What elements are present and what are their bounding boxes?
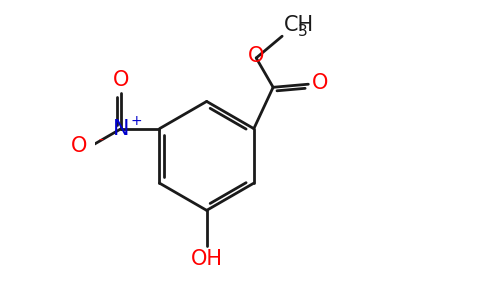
Text: -: - bbox=[99, 134, 104, 147]
Text: 3: 3 bbox=[298, 24, 307, 39]
Text: N: N bbox=[113, 119, 129, 139]
Text: O: O bbox=[71, 136, 87, 156]
Text: O: O bbox=[113, 70, 129, 90]
Text: +: + bbox=[131, 114, 142, 128]
Text: O: O bbox=[312, 73, 328, 93]
Text: CH: CH bbox=[284, 15, 314, 35]
Text: O: O bbox=[248, 46, 264, 67]
Text: OH: OH bbox=[191, 249, 223, 268]
